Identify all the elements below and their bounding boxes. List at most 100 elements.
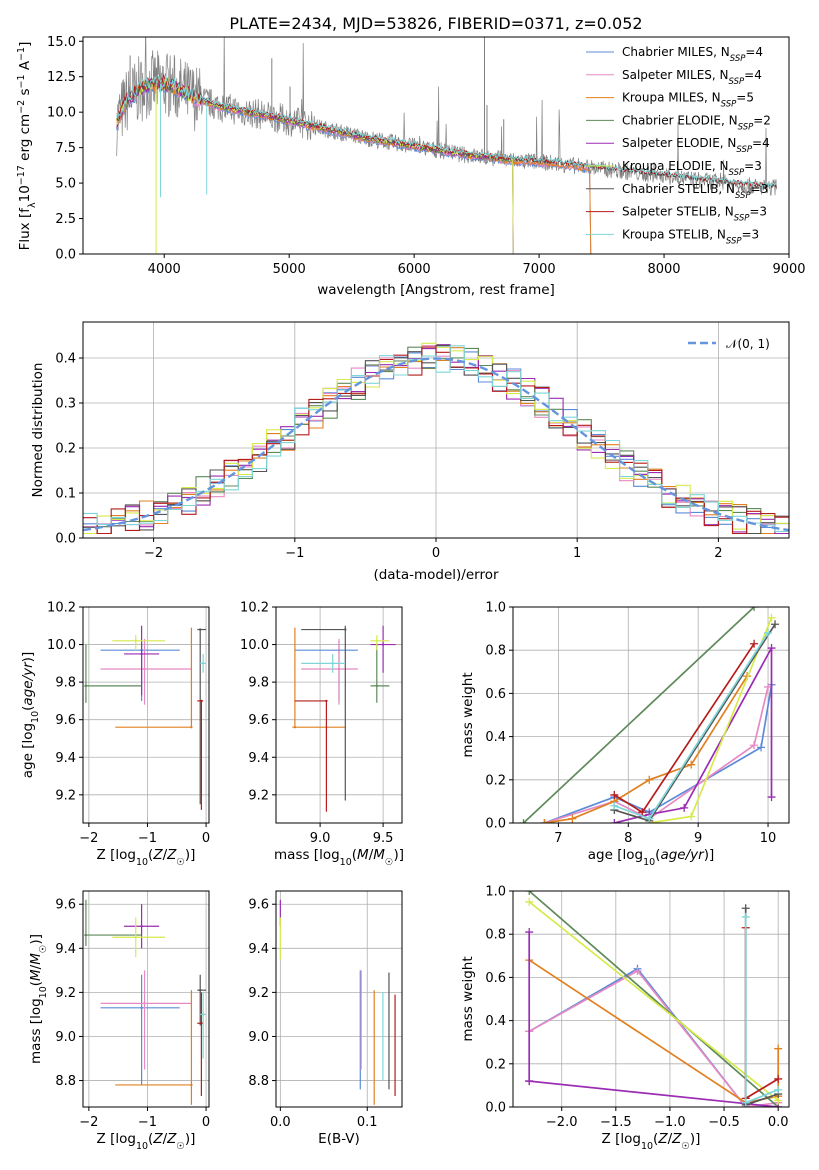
label-part: 10 <box>643 857 655 868</box>
legend-name: Chabrier STELIB, N <box>622 182 735 196</box>
x-tick-label: 0.0 <box>768 1115 789 1130</box>
label-part: )] <box>185 847 196 863</box>
data-point <box>375 639 378 643</box>
mass-weight-line <box>544 675 748 823</box>
data-point <box>381 643 385 646</box>
mass-weight-line <box>744 927 779 1100</box>
model-fit-line <box>116 75 777 189</box>
plus-marker <box>568 814 577 823</box>
data-point <box>140 925 143 928</box>
label-part: / <box>369 847 374 863</box>
legend-label: Salpeter MILES, NSSP=4 <box>622 68 762 87</box>
label-part: age [log <box>588 847 643 863</box>
plus-marker <box>774 1085 783 1094</box>
x-tick-label: 9000 <box>772 262 805 277</box>
y-tick-label: 15.0 <box>47 35 76 50</box>
legend-name: Kroupa STELIB, N <box>622 227 726 241</box>
clip-weight-vs-z-content <box>525 891 783 1107</box>
x-tick-label: −1.0 <box>654 1115 686 1130</box>
plus-marker <box>750 741 759 750</box>
plus-marker <box>680 803 689 812</box>
data-point <box>331 662 334 665</box>
legend-value: =3 <box>744 159 762 173</box>
label-part: −17 <box>16 165 27 185</box>
label-part: ( <box>148 847 153 863</box>
mass-weight-line <box>614 623 776 822</box>
y-axis-label: mass weight <box>460 956 476 1041</box>
x-tick-label: 9.5 <box>373 831 394 846</box>
x-tick-label: 7000 <box>523 262 556 277</box>
data-point <box>190 1083 193 1087</box>
label-part: / <box>163 1131 168 1147</box>
mass-weight-line <box>528 969 779 1107</box>
label-part: ( <box>20 706 36 711</box>
label-part: Z <box>671 1131 682 1147</box>
data-point <box>134 639 137 643</box>
legend-name: Chabrier MILES, N <box>622 45 730 59</box>
data-point <box>134 936 137 939</box>
label-part: ☉ <box>681 1141 690 1152</box>
y-axis-label: age [log10(age/yr)] <box>20 652 41 778</box>
x-tick-label: 0 <box>432 546 440 561</box>
legend-label: Kroupa ELODIE, NSSP=3 <box>622 159 762 178</box>
plus-marker <box>741 904 750 913</box>
y-tick-label: 9.2 <box>55 788 76 803</box>
label-part: Z <box>166 1131 177 1147</box>
y-tick-label: 0.0 <box>485 817 506 832</box>
plus-marker <box>771 620 780 629</box>
clip-age-vs-mass-content <box>292 625 396 812</box>
age-vs-z-grid <box>83 606 209 823</box>
mass-weight-line <box>744 908 779 1106</box>
x-axis-label: wavelength [Angstrom, rest frame] <box>317 282 555 298</box>
y-tick-label: 9.2 <box>248 788 269 803</box>
weight-vs-age-frame <box>512 606 790 824</box>
x-tick-label: −1 <box>285 546 304 561</box>
x-tick-label: 9 <box>694 831 702 846</box>
legend-sub: SSP <box>729 77 745 87</box>
data-point <box>344 628 347 631</box>
x-tick-label: 10 <box>760 831 777 846</box>
y-tick-label: 7.5 <box>55 141 76 156</box>
plus-marker <box>741 912 750 921</box>
data-point <box>337 667 341 671</box>
legend-sub: SSP <box>729 168 745 178</box>
data-point <box>199 628 202 631</box>
x-tick-label: 9.0 <box>310 831 331 846</box>
mass-weight-line <box>544 684 773 823</box>
x-tick-label: −1.5 <box>600 1115 632 1130</box>
plus-marker <box>645 814 654 823</box>
label-part: −1 <box>16 74 27 88</box>
data-point <box>201 662 205 665</box>
y-tick-label: 0.2 <box>55 442 76 457</box>
label-part: s <box>17 88 33 99</box>
x-tick-label: −2.0 <box>546 1115 578 1130</box>
plus-marker <box>610 819 619 823</box>
y-tick-label: 8.8 <box>55 1074 76 1089</box>
plus-marker <box>610 790 619 799</box>
plus-marker <box>774 1074 783 1083</box>
x-tick-label: −2 <box>79 831 98 846</box>
label-part: 10 <box>17 185 33 202</box>
y-tick-label: 0.4 <box>485 1014 506 1029</box>
data-point <box>143 667 146 671</box>
legend-sub: SSP <box>735 191 751 201</box>
label-part: −1 <box>16 47 27 61</box>
label-part: age/yr <box>660 847 705 863</box>
legend-label: Kroupa MILES, NSSP=5 <box>622 91 754 110</box>
label-part: ☉ <box>38 945 49 954</box>
y-tick-label: 9.6 <box>248 713 269 728</box>
y-tick-label: 0.4 <box>485 730 506 745</box>
legend-sub: SSP <box>730 54 746 64</box>
mass-vs-ebv-grid <box>276 891 402 1107</box>
label-part: Z [log <box>97 1131 136 1147</box>
label-part: Flux [f <box>17 207 33 251</box>
mass-weight-line <box>613 643 755 814</box>
label-part: λ <box>27 202 38 208</box>
y-axis-label: mass [log10(M/M☉)] <box>28 934 49 1064</box>
x-tick-label: −1 <box>138 831 157 846</box>
gaussian-curve <box>83 357 789 532</box>
plus-marker <box>741 1098 750 1107</box>
label-part: )] <box>393 847 404 863</box>
label-part: ☉ <box>176 1141 185 1152</box>
plus-marker <box>767 793 776 802</box>
